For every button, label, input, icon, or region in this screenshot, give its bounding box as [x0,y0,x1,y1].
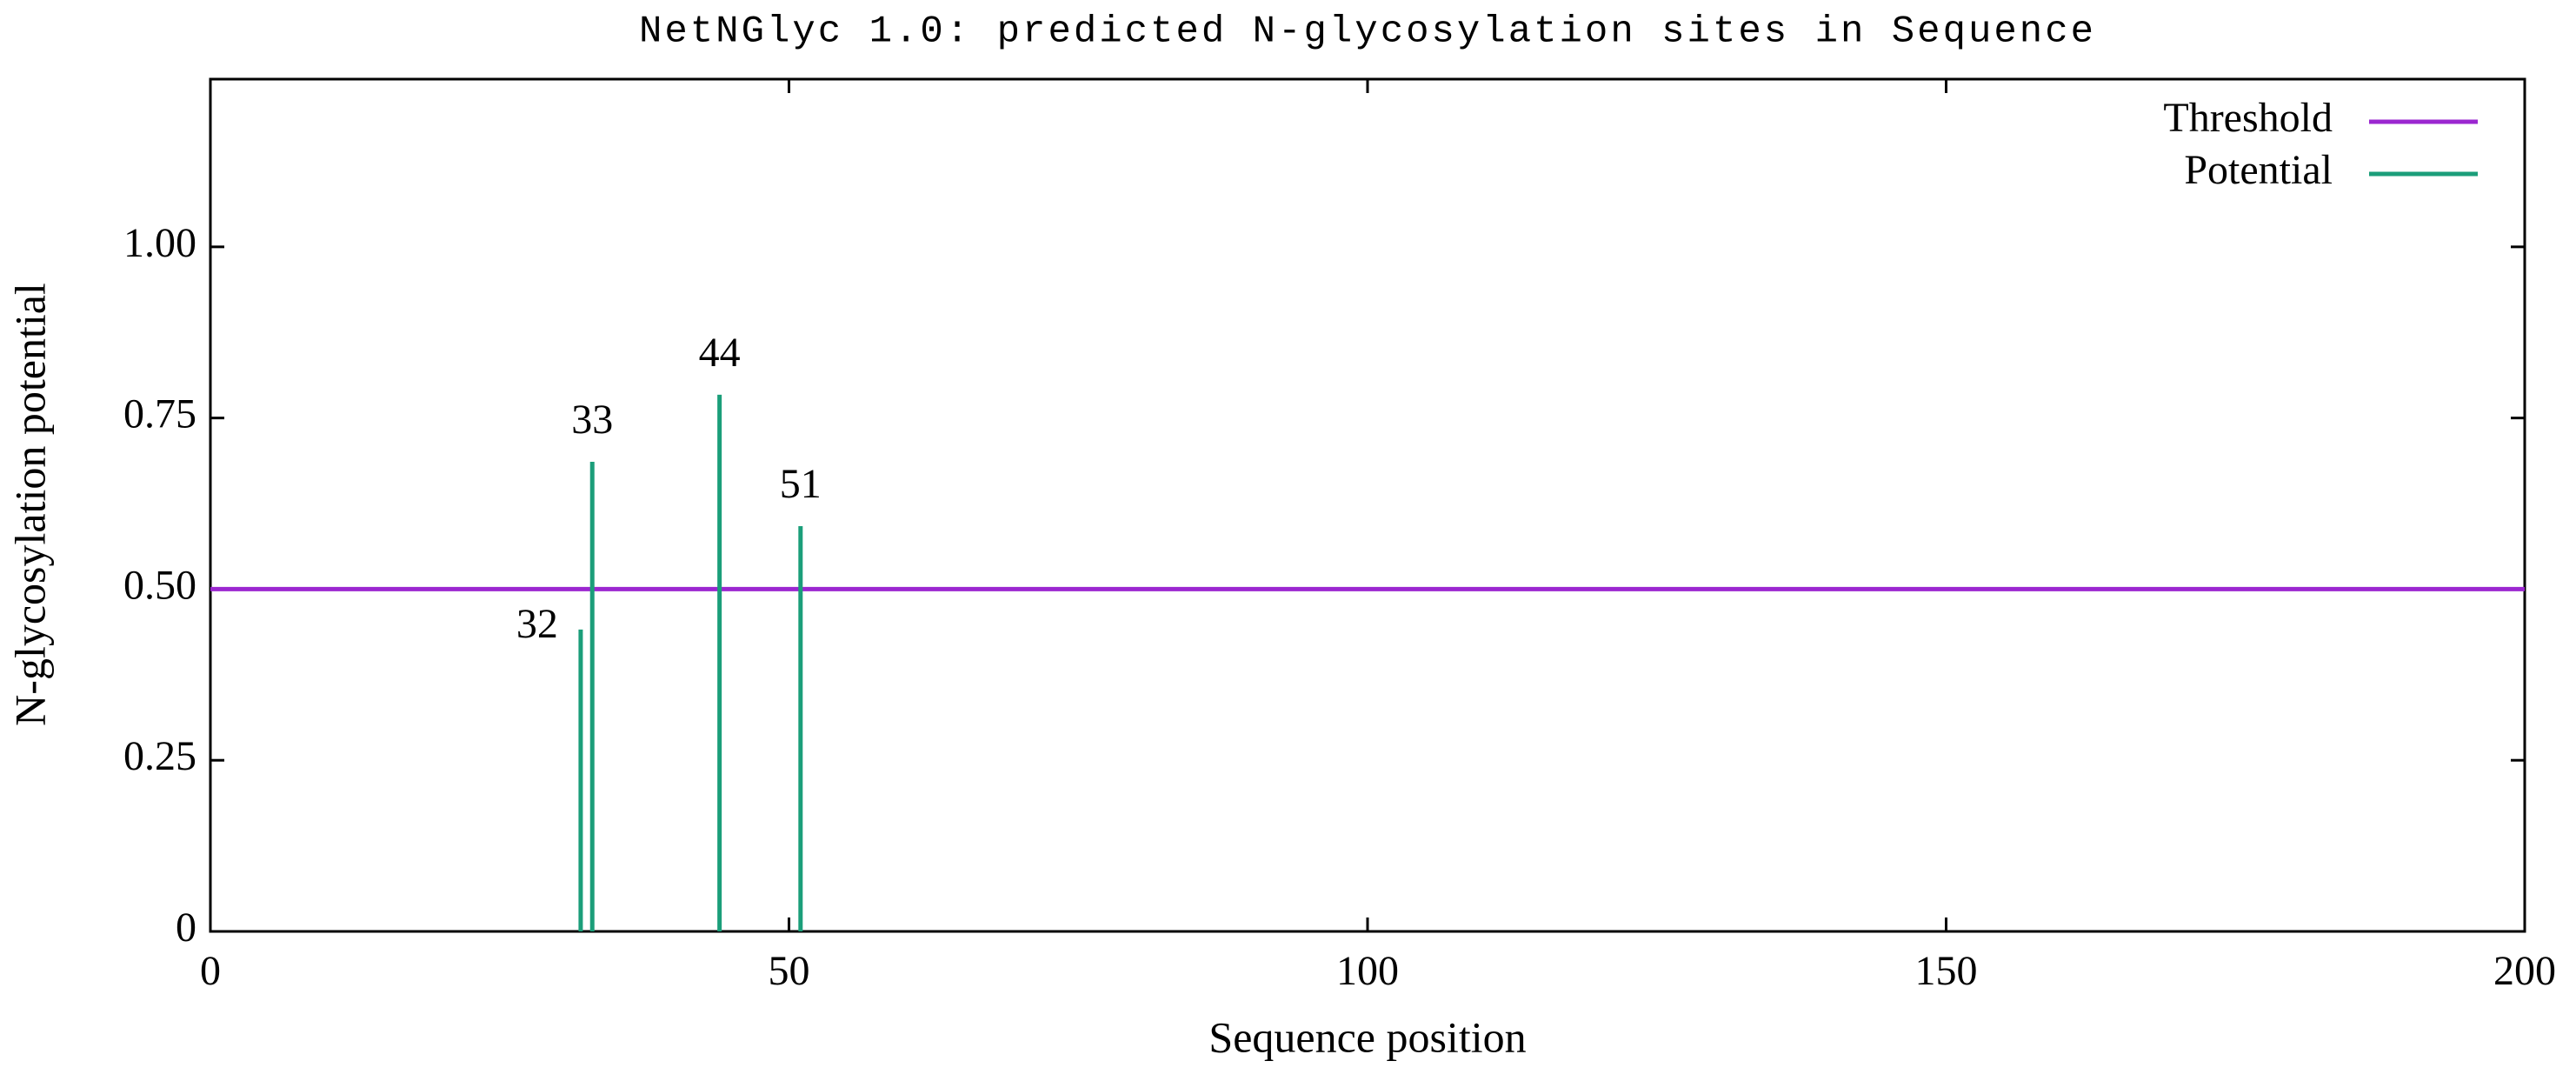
y-tick-label: 0.50 [123,562,196,608]
x-tick-label: 0 [200,948,221,994]
data-label: 32 [516,601,558,647]
data-label: 44 [699,330,741,376]
data-label: 51 [780,461,822,507]
y-tick-label: 1.00 [123,220,196,266]
x-tick-label: 100 [1336,948,1399,994]
x-tick-label: 150 [1915,948,1978,994]
chart-title: NetNGlyc 1.0: predicted N-glycosylation … [639,10,2096,54]
x-tick-label: 200 [2493,948,2556,994]
legend-label: Potential [2184,147,2333,193]
plot-frame [209,77,2526,933]
y-tick-label: 0.75 [123,391,196,437]
legend-label: Threshold [2163,95,2333,141]
x-axis-title: Sequence position [1208,1012,1526,1061]
y-tick-label: 0.25 [123,733,196,779]
x-tick-label: 50 [769,948,810,994]
y-tick-label: 0 [176,904,196,951]
y-axis-title: N-glycosylation potential [5,283,54,726]
data-label: 33 [571,397,613,443]
